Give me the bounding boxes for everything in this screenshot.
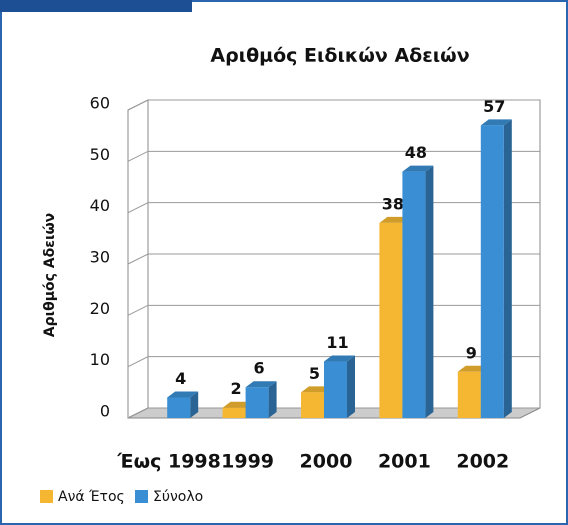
bar: [480, 119, 512, 419]
legend-swatch: [40, 490, 53, 503]
y-tick-label: 0: [100, 402, 110, 421]
value-label: 4: [175, 369, 186, 388]
bar-side: [190, 391, 199, 418]
bar: [402, 165, 434, 418]
bar-top: [402, 165, 434, 172]
bar-top: [324, 355, 355, 362]
bar-top: [167, 391, 199, 398]
bar: [324, 355, 355, 418]
y-tick-label: 50: [90, 145, 110, 164]
value-label: 11: [326, 333, 348, 352]
bar-top: [480, 119, 512, 126]
value-label: 2: [231, 379, 242, 398]
bar-side: [425, 165, 434, 418]
bar-front: [324, 361, 347, 418]
bar-side: [347, 355, 355, 418]
legend-label: Σύνολο: [153, 489, 203, 505]
legend-swatch: [135, 490, 148, 503]
bar-front: [402, 171, 426, 418]
value-label: 9: [466, 343, 477, 362]
bar: [245, 381, 277, 418]
x-tick-label: 2001: [378, 451, 431, 473]
value-label: 48: [405, 143, 427, 162]
grid-line: [127, 99, 540, 111]
bar-front: [457, 371, 481, 418]
bar-side: [503, 119, 512, 419]
y-tick-label: 20: [90, 299, 110, 318]
y-tick-label: 60: [90, 94, 110, 113]
x-tick-label: 2000: [300, 451, 353, 473]
grid-line: [127, 150, 540, 162]
legend-label: Ανά Έτος: [58, 489, 125, 505]
value-label: 38: [382, 194, 404, 213]
x-tick-label: 1999: [221, 451, 274, 473]
value-label: 6: [254, 359, 265, 378]
y-tick-label: 40: [90, 196, 110, 215]
value-label: 5: [309, 364, 320, 383]
bar-side: [268, 381, 277, 418]
y-axis-label: Αριθμός Αδειών: [42, 213, 58, 337]
header-tab: [0, 0, 192, 12]
bar-front: [245, 387, 269, 418]
x-tick-label: 2002: [456, 451, 509, 473]
value-label: 57: [483, 97, 505, 116]
bar-front: [301, 392, 324, 418]
bar-front: [167, 397, 191, 418]
bar-top: [245, 381, 277, 388]
bar-front: [222, 407, 246, 418]
y-tick-label: 10: [90, 350, 110, 369]
bar-front: [480, 125, 504, 419]
chart-title: Αριθμός Ειδικών Αδειών: [210, 45, 469, 67]
bar-front: [379, 222, 403, 418]
y-tick-label: 30: [90, 248, 110, 267]
x-tick-label: Έως 1998: [117, 451, 221, 473]
bar: [167, 391, 199, 418]
